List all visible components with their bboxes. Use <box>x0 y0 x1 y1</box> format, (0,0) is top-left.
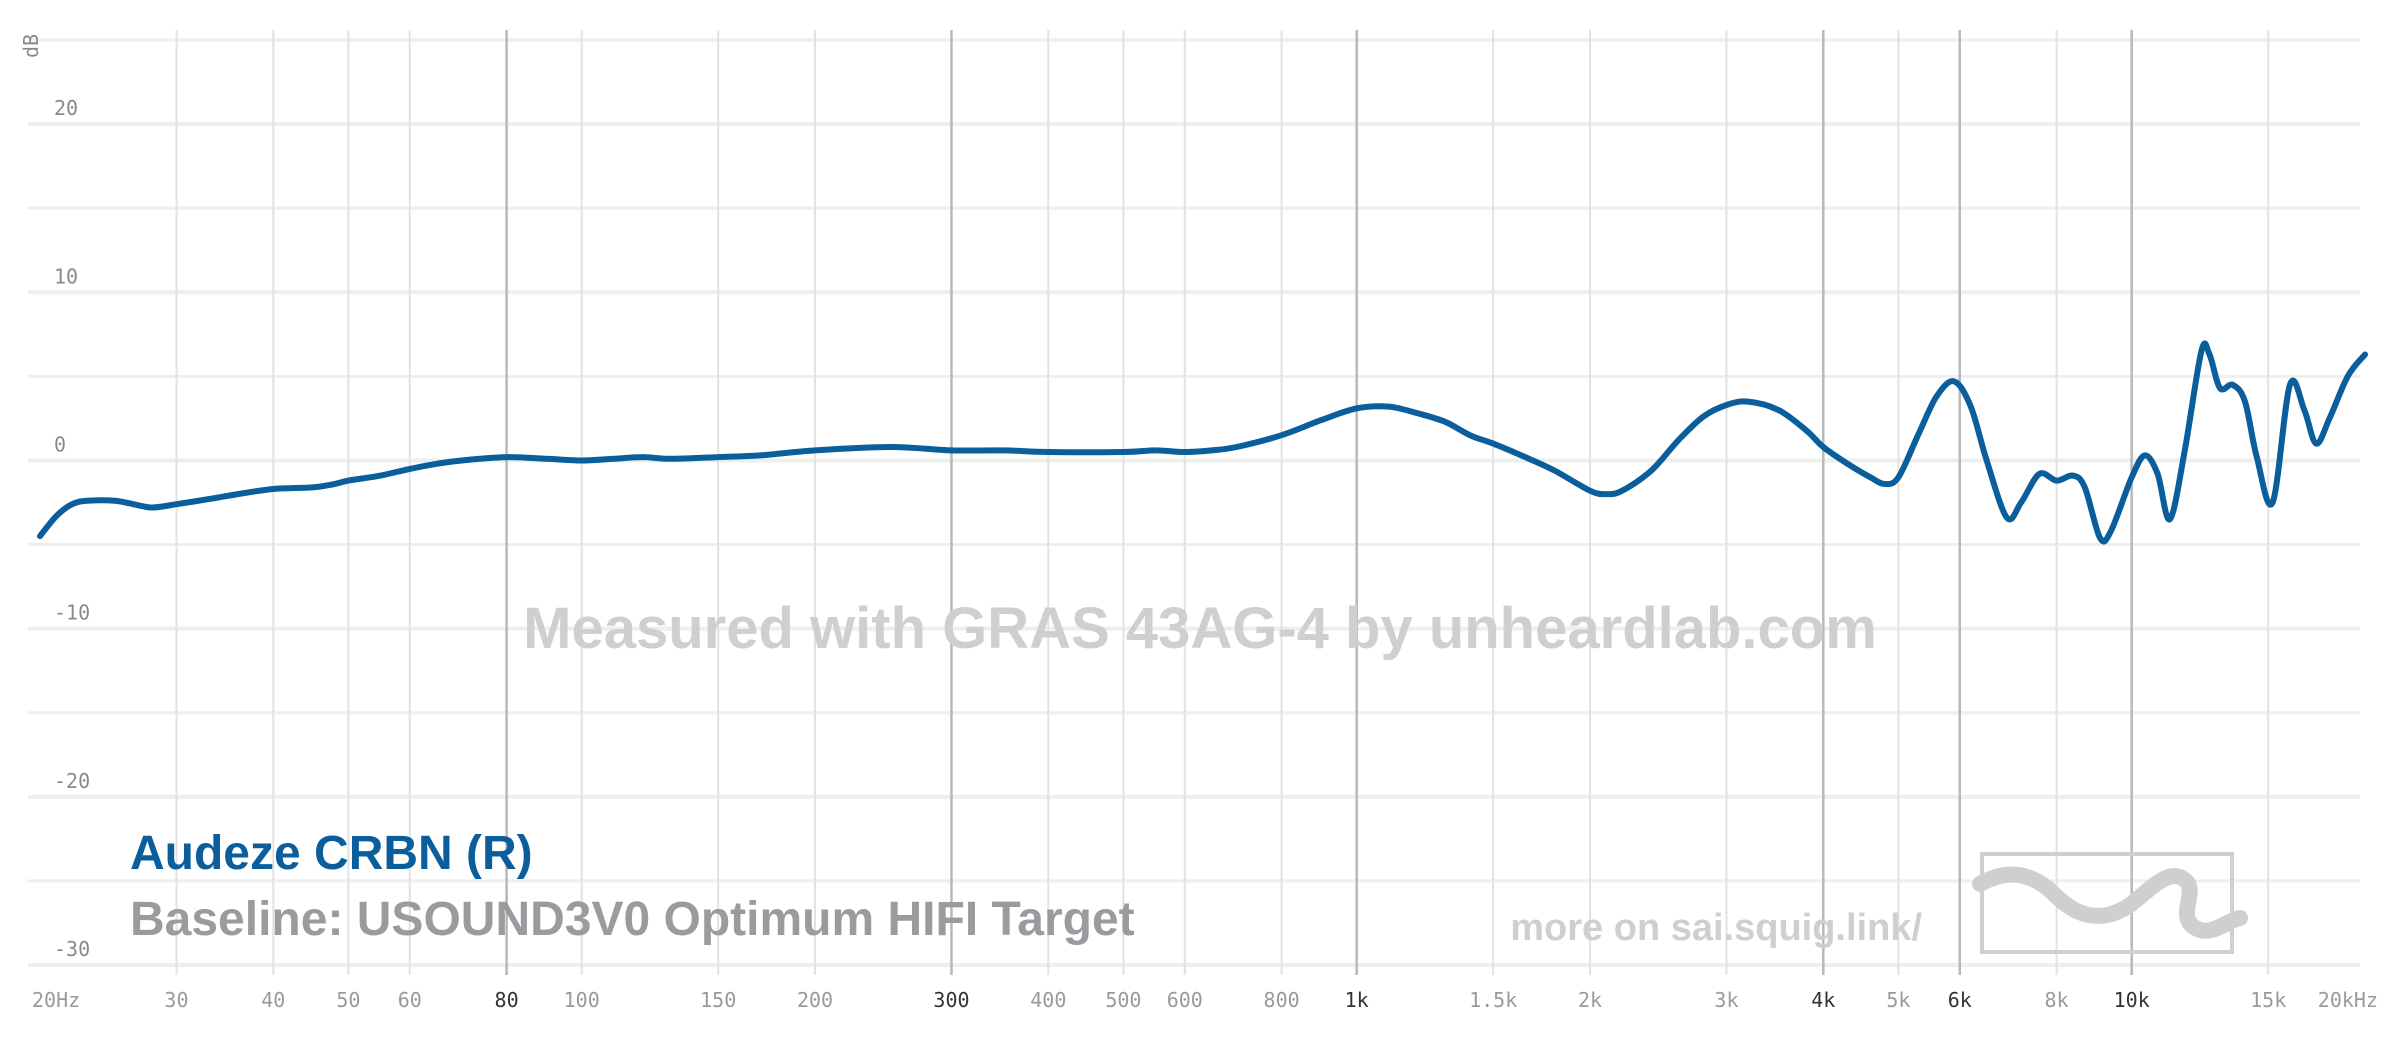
series-line <box>37 340 2368 545</box>
x-tick-label: 8k <box>2045 988 2069 1012</box>
x-tick-label: 300 <box>933 988 969 1012</box>
x-tick-label: 100 <box>564 988 600 1012</box>
x-tick-label: 600 <box>1167 988 1203 1012</box>
x-tick-labels: 20Hz 30 40 50 60 80 100 150 200 300 400 500 600 800 1k… <box>32 988 2378 1012</box>
x-tick-label: 50 <box>336 988 360 1012</box>
x-tick-label: 150 <box>700 988 736 1012</box>
y-tick-label: -10 <box>54 601 90 625</box>
y-tick-label: -20 <box>54 769 90 793</box>
x-tick-label: 10k <box>2114 988 2150 1012</box>
y-axis-unit-label: dB <box>19 34 43 58</box>
x-tick-label: 2k <box>1578 988 1602 1012</box>
legend-series-label: Audeze CRBN (R) <box>130 827 533 880</box>
x-tick-label: 20Hz <box>32 988 80 1012</box>
legend-baseline-label: Baseline: USOUND3V0 Optimum HIFI Target <box>130 893 1135 946</box>
x-tick-label: 1k <box>1345 988 1369 1012</box>
horizontal-grid <box>28 38 2360 967</box>
series-layer <box>37 340 2368 545</box>
x-tick-label: 80 <box>495 988 519 1012</box>
x-tick-label: 15k <box>2250 988 2286 1012</box>
y-tick-label: -30 <box>54 937 90 961</box>
x-tick-label: 500 <box>1105 988 1141 1012</box>
x-tick-label: 30 <box>164 988 188 1012</box>
y-tick-label: 20 <box>54 96 78 120</box>
x-tick-label: 6k <box>1948 988 1972 1012</box>
y-tick-label: 10 <box>54 264 78 288</box>
x-tick-label: 60 <box>398 988 422 1012</box>
x-tick-label: 4k <box>1811 988 1835 1012</box>
x-tick-label: 40 <box>261 988 285 1012</box>
squiglink-wave-logo-icon <box>1972 852 2248 954</box>
x-tick-label: 400 <box>1030 988 1066 1012</box>
y-tick-label: 0 <box>54 432 66 456</box>
footer-site-link[interactable]: more on sai.squig.link/ <box>1510 907 1922 949</box>
x-tick-label: 3k <box>1714 988 1738 1012</box>
measurement-watermark: Measured with GRAS 43AG-4 by unheardlab.… <box>523 596 1877 661</box>
y-tick-labels: 20 10 0 -10 -20 -30 <box>54 96 90 961</box>
x-tick-label: 1.5k <box>1469 988 1517 1012</box>
x-tick-label: 800 <box>1264 988 1300 1012</box>
x-tick-label: 200 <box>797 988 833 1012</box>
x-tick-label: 5k <box>1886 988 1910 1012</box>
x-tick-label: 20kHz <box>2318 988 2378 1012</box>
